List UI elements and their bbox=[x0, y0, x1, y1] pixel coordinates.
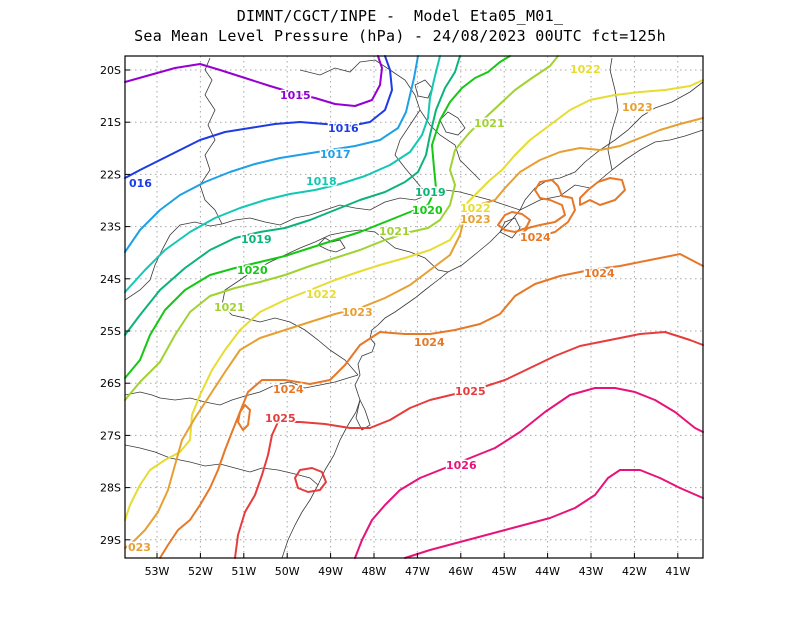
isobar-1026-south bbox=[404, 469, 704, 559]
state-border-sc-rs bbox=[124, 444, 319, 486]
lat-tick-label: 24S bbox=[100, 273, 121, 286]
lat-tick-label: 25S bbox=[100, 325, 121, 338]
lon-tick-label: 53W bbox=[145, 565, 170, 578]
lake-1 bbox=[317, 237, 346, 253]
contour-label: 1022 bbox=[306, 288, 337, 301]
lon-tick-label: 49W bbox=[318, 565, 343, 578]
lat-tick-label: 26S bbox=[100, 377, 121, 390]
isobar-1016 bbox=[124, 55, 393, 179]
contour-label: 1015 bbox=[280, 89, 311, 102]
isobar-1025 bbox=[234, 331, 704, 559]
isobar-1021 bbox=[124, 55, 559, 401]
contour-label: 1024 bbox=[414, 336, 445, 349]
state-border-mg-go bbox=[199, 57, 223, 225]
longitude-axis: 53W 52W 51W 50W 49W 48W 47W 46W 45W 44W 43W 42W 41W bbox=[145, 553, 690, 578]
isobar-1019 bbox=[124, 55, 461, 336]
lat-tick-label: 22S bbox=[100, 168, 121, 181]
contour-label: 1023 bbox=[460, 213, 491, 226]
latitude-axis: 20S 21S 22S 23S 24S 25S 26S 27S 28S 29S bbox=[100, 64, 130, 547]
coastline bbox=[281, 81, 704, 559]
coastline-and-borders bbox=[124, 57, 704, 559]
lon-tick-label: 41W bbox=[665, 565, 690, 578]
contour-label: 1024 bbox=[584, 267, 615, 280]
contour-label: 1022 bbox=[570, 63, 601, 76]
lat-tick-label: 20S bbox=[100, 64, 121, 77]
contour-label: 1019 bbox=[415, 186, 446, 199]
contour-label: 1025 bbox=[265, 412, 296, 425]
contour-label: 1026 bbox=[446, 459, 477, 472]
lon-tick-label: 52W bbox=[188, 565, 213, 578]
isobar-1017 bbox=[124, 55, 419, 253]
lake-2 bbox=[439, 111, 466, 136]
lon-tick-label: 48W bbox=[362, 565, 387, 578]
isobar-1025-loop bbox=[294, 467, 327, 493]
lat-tick-label: 28S bbox=[100, 482, 121, 495]
map-frame bbox=[124, 55, 704, 559]
isobar-1024-loop-d bbox=[237, 404, 251, 431]
lon-tick-label: 50W bbox=[275, 565, 300, 578]
contour-label: 1021 bbox=[474, 117, 505, 130]
contour-label: 1019 bbox=[241, 233, 272, 246]
contour-label: 1018 bbox=[306, 175, 337, 188]
isobar-1024 bbox=[159, 253, 704, 559]
isobar-contours bbox=[124, 55, 704, 559]
contour-label: 1020 bbox=[237, 264, 268, 277]
contour-label: 1016 bbox=[328, 122, 359, 135]
contour-label: 1021 bbox=[214, 301, 245, 314]
contour-label: 1025 bbox=[455, 385, 486, 398]
isobar-1026 bbox=[354, 387, 704, 559]
isobar-1024-loop-b bbox=[497, 211, 531, 233]
lat-tick-label: 27S bbox=[100, 429, 121, 442]
state-border-es bbox=[607, 57, 619, 171]
chart-title: DIMNT/CGCT/INPE - Model Eta05_M01_ bbox=[236, 7, 564, 25]
lon-tick-label: 45W bbox=[492, 565, 517, 578]
lake-3 bbox=[414, 79, 433, 99]
contour-label: 1022 bbox=[460, 202, 491, 215]
contour-label: 1023 bbox=[622, 101, 653, 114]
contour-label: 1024 bbox=[273, 383, 304, 396]
contour-label: 1023 bbox=[342, 306, 373, 319]
lon-tick-label: 43W bbox=[579, 565, 604, 578]
lat-tick-label: 23S bbox=[100, 221, 121, 234]
contour-label: 1017 bbox=[320, 148, 351, 161]
contour-label: 1020 bbox=[412, 204, 443, 217]
coastline-bay bbox=[499, 217, 521, 239]
mg-interior bbox=[299, 59, 481, 181]
lat-tick-label: 21S bbox=[100, 116, 121, 129]
state-border-sp-mg bbox=[221, 189, 521, 226]
isobar-1018 bbox=[124, 55, 441, 293]
isobar-1022 bbox=[124, 79, 704, 521]
mg-interior-2 bbox=[394, 109, 426, 193]
chart-subtitle: Sea Mean Level Pressure (hPa) - 24/08/20… bbox=[134, 27, 666, 45]
gridlines bbox=[125, 56, 703, 558]
isobar-1023 bbox=[124, 117, 704, 549]
lon-tick-label: 51W bbox=[231, 565, 256, 578]
isobar-1015 bbox=[124, 55, 383, 107]
river-border-parana bbox=[124, 374, 359, 406]
lon-tick-label: 44W bbox=[535, 565, 560, 578]
isobar-1020 bbox=[124, 55, 511, 379]
contour-label: 023 bbox=[128, 541, 151, 554]
state-border-west bbox=[124, 221, 223, 301]
lon-tick-label: 47W bbox=[405, 565, 430, 578]
isobar-1024-loop-a bbox=[579, 177, 626, 206]
isobar-labels: 1015 1016 016 1017 1018 1019 1019 1020 1… bbox=[127, 62, 655, 556]
lon-tick-label: 46W bbox=[448, 565, 473, 578]
lon-tick-label: 42W bbox=[622, 565, 647, 578]
contour-label: 016 bbox=[129, 177, 152, 190]
contour-label: 1024 bbox=[520, 231, 551, 244]
contour-label: 1021 bbox=[379, 225, 410, 238]
lat-tick-label: 29S bbox=[100, 534, 121, 547]
isobar-1024-loop-c bbox=[519, 179, 576, 239]
